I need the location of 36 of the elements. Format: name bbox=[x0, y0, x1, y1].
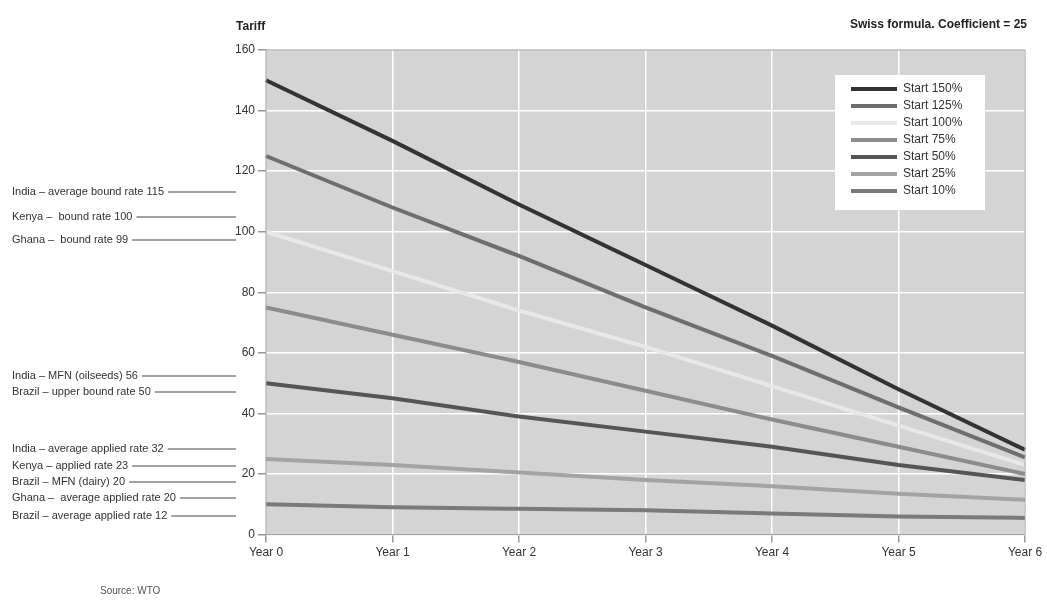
y-tick-label: 80 bbox=[241, 284, 256, 299]
text: Brazil – MFN (dairy) 20 bbox=[12, 475, 126, 488]
chart-title: Swiss formula. Coefficient = 25 bbox=[849, 17, 1028, 31]
x-tick-label: Year 1 bbox=[375, 545, 410, 560]
y-tick-label: 20 bbox=[241, 466, 256, 481]
legend-label: Start 10% bbox=[903, 183, 957, 198]
y-tick-label: 40 bbox=[241, 405, 256, 420]
y-tick-label: 160 bbox=[234, 42, 256, 57]
text: Ghana – bound rate 99 bbox=[12, 233, 129, 246]
text: Brazil – average applied rate 12 bbox=[12, 509, 168, 522]
y-tick-label: 60 bbox=[241, 345, 256, 360]
source-note: Source: WTO bbox=[100, 584, 161, 596]
legend-label: Start 150% bbox=[903, 81, 963, 96]
text: Kenya – applied rate 23 bbox=[12, 459, 129, 472]
text: Ghana – average applied rate 20 bbox=[12, 491, 176, 504]
text: Kenya – bound rate 100 bbox=[12, 210, 133, 223]
x-tick-label: Year 3 bbox=[628, 545, 663, 560]
x-tick-label: Year 2 bbox=[501, 545, 537, 560]
y-tick-label: 0 bbox=[248, 526, 256, 541]
legend-label: Start 100% bbox=[903, 115, 963, 130]
legend-label: Start 25% bbox=[903, 166, 957, 181]
legend-label: Start 50% bbox=[903, 149, 957, 164]
text: Brazil – upper bound rate 50 bbox=[12, 385, 151, 398]
x-tick-label: Year 5 bbox=[881, 545, 916, 560]
text: India – average bound rate 115 bbox=[12, 185, 165, 198]
text: India – average applied rate 32 bbox=[12, 442, 164, 455]
legend-label: Start 75% bbox=[903, 132, 957, 147]
legend-label: Start 125% bbox=[903, 98, 963, 113]
y-axis-title: Tariff bbox=[236, 19, 267, 33]
y-tick-label: 120 bbox=[234, 163, 256, 178]
x-tick-label: Year 0 bbox=[248, 545, 284, 560]
y-tick-label: 140 bbox=[234, 102, 256, 117]
text: India – MFN (oilseeds) 56 bbox=[12, 369, 138, 382]
x-tick-label: Year 6 bbox=[1007, 545, 1043, 560]
x-tick-label: Year 4 bbox=[754, 545, 790, 560]
y-tick-label: 100 bbox=[234, 224, 256, 239]
